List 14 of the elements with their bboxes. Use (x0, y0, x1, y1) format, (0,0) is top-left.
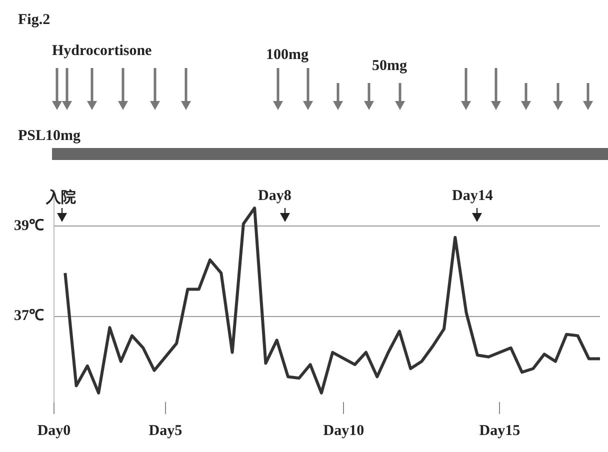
text: 50mg (372, 58, 407, 75)
annotation: Day8 (258, 188, 292, 205)
text: 100mg (266, 47, 308, 64)
y-tick-label: 37℃ (14, 308, 44, 324)
x-tick-label: Day5 (148, 422, 182, 439)
text: Hydrocortisone (52, 43, 152, 60)
text: PSL10mg (18, 128, 81, 145)
annotation: Day14 (452, 188, 493, 205)
annotation: 入院 (46, 188, 76, 207)
chart-title: Fig.2 (18, 12, 50, 29)
y-tick-label: 39℃ (14, 218, 44, 234)
x-tick-label: Day15 (479, 422, 520, 439)
x-tick-label: Day10 (323, 422, 364, 439)
x-tick-label: Day0 (37, 422, 71, 439)
